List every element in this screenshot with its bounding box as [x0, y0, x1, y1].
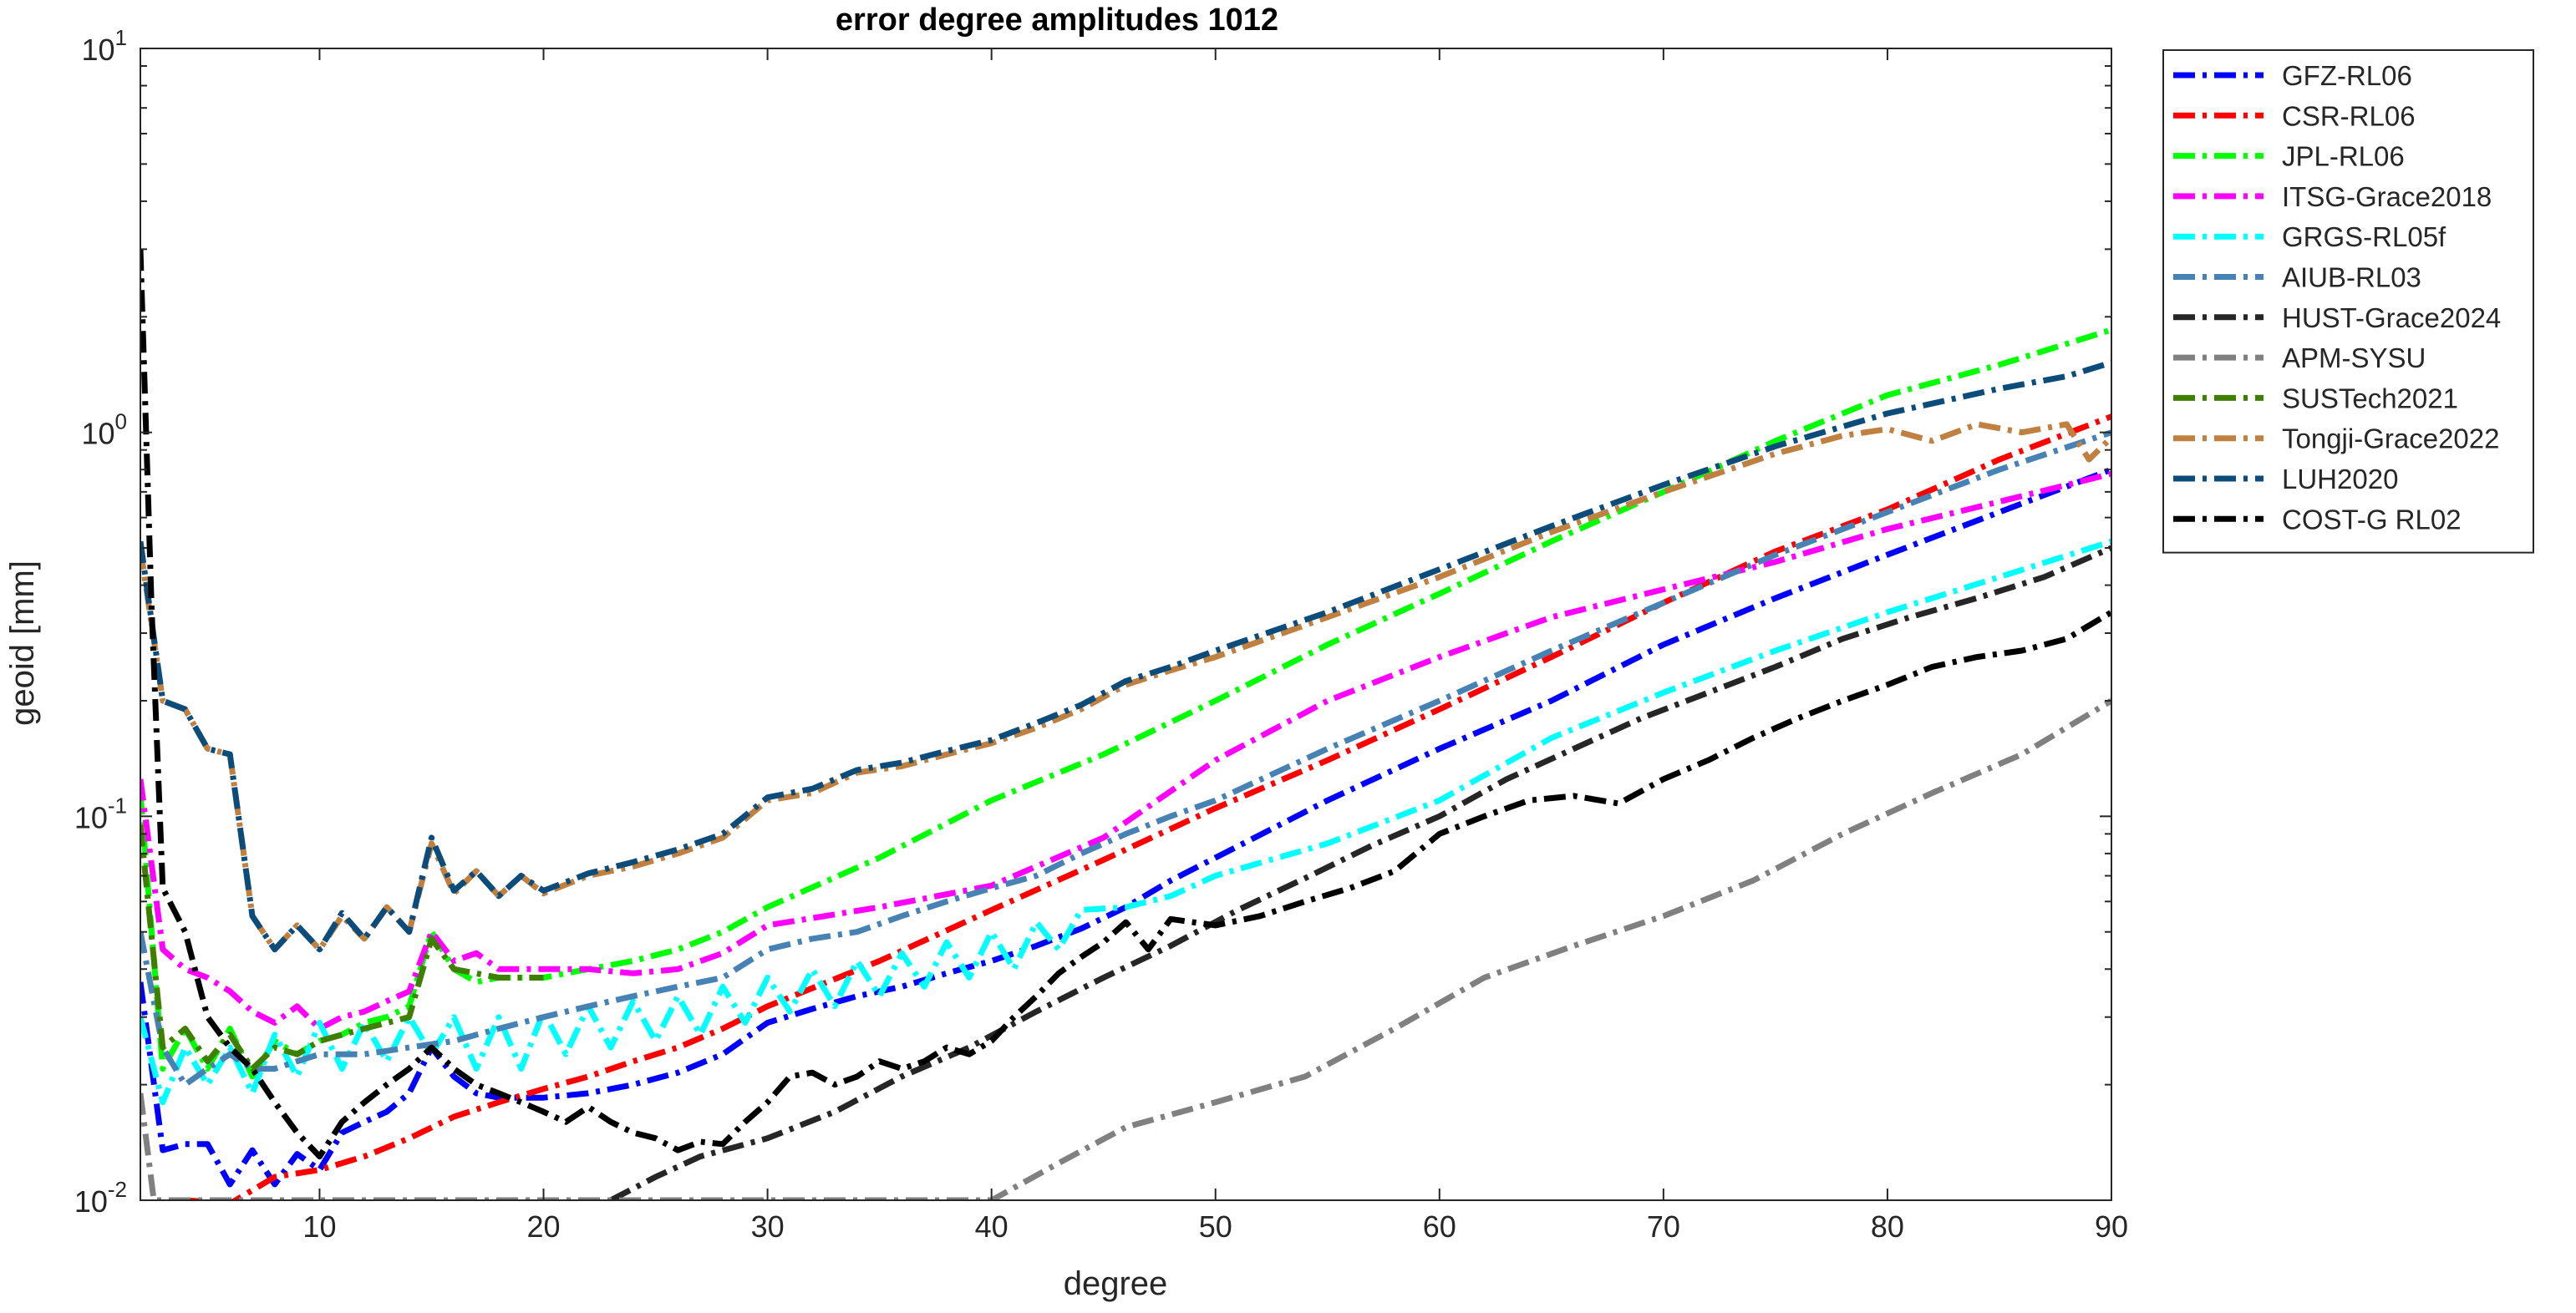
x-tick-label: 10: [302, 1209, 336, 1244]
legend: GFZ-RL06 CSR-RL06 JPL-RL06 ITSG-Grace2018 GR…: [2162, 49, 2534, 554]
legend-label: CSR-RL06: [2282, 100, 2416, 131]
series-line-1: [140, 466, 2111, 1188]
legend-label: HUST-Grace2024: [2282, 302, 2501, 333]
legend-label: SUSTech2021: [2282, 383, 2458, 413]
legend-label: ITSG-Grace2018: [2282, 181, 2492, 212]
legend-label: Tongji-Grace2022: [2282, 423, 2500, 454]
series-line-4: [140, 470, 2111, 1032]
ticks-layer: 10 20 30 40 50 60 70 80 90 10-2 10-1 100 101: [74, 25, 2128, 1244]
series-line-7: [609, 545, 2111, 1200]
x-tick-label: 90: [2095, 1209, 2128, 1244]
series-layer: [140, 249, 2111, 1200]
legend-label: AIUB-RL03: [2282, 262, 2421, 293]
y-axis-label: geoid [mm]: [4, 560, 41, 726]
series-line-9: [140, 824, 544, 1072]
legend-label: APM-SYSU: [2282, 342, 2426, 373]
plot-frame: [140, 48, 2112, 1201]
x-tick-label: 20: [526, 1209, 560, 1244]
series-line-11: [140, 359, 2111, 953]
y-tick-label: 101: [81, 25, 127, 67]
legend-label: GFZ-RL06: [2282, 60, 2412, 91]
y-tick-label: 10-1: [74, 793, 127, 834]
legend-label: LUH2020: [2282, 464, 2398, 494]
legend-box: [2162, 49, 2534, 554]
series-line-12: [140, 249, 2111, 1160]
x-axis-label: degree: [1064, 1265, 1168, 1302]
legend-label: JPL-RL06: [2282, 141, 2405, 172]
x-tick-label: 50: [1199, 1209, 1232, 1244]
legend-label: COST-G RL02: [2282, 504, 2462, 535]
y-tick-label: 10-2: [74, 1177, 127, 1219]
legend-label: GRGS-RL05f: [2282, 221, 2446, 252]
x-tick-label: 40: [975, 1209, 1009, 1244]
series-line-5: [140, 538, 2111, 1106]
series-line-8: [140, 697, 2111, 1200]
x-tick-label: 80: [1871, 1209, 1904, 1244]
chart-title: error degree amplitudes 1012: [836, 3, 1278, 38]
y-tick-label: 100: [81, 409, 127, 451]
x-tick-label: 60: [1423, 1209, 1456, 1244]
x-tick-label: 70: [1647, 1209, 1680, 1244]
x-tick-label: 30: [751, 1209, 785, 1244]
series-line-6: [140, 429, 2111, 1088]
